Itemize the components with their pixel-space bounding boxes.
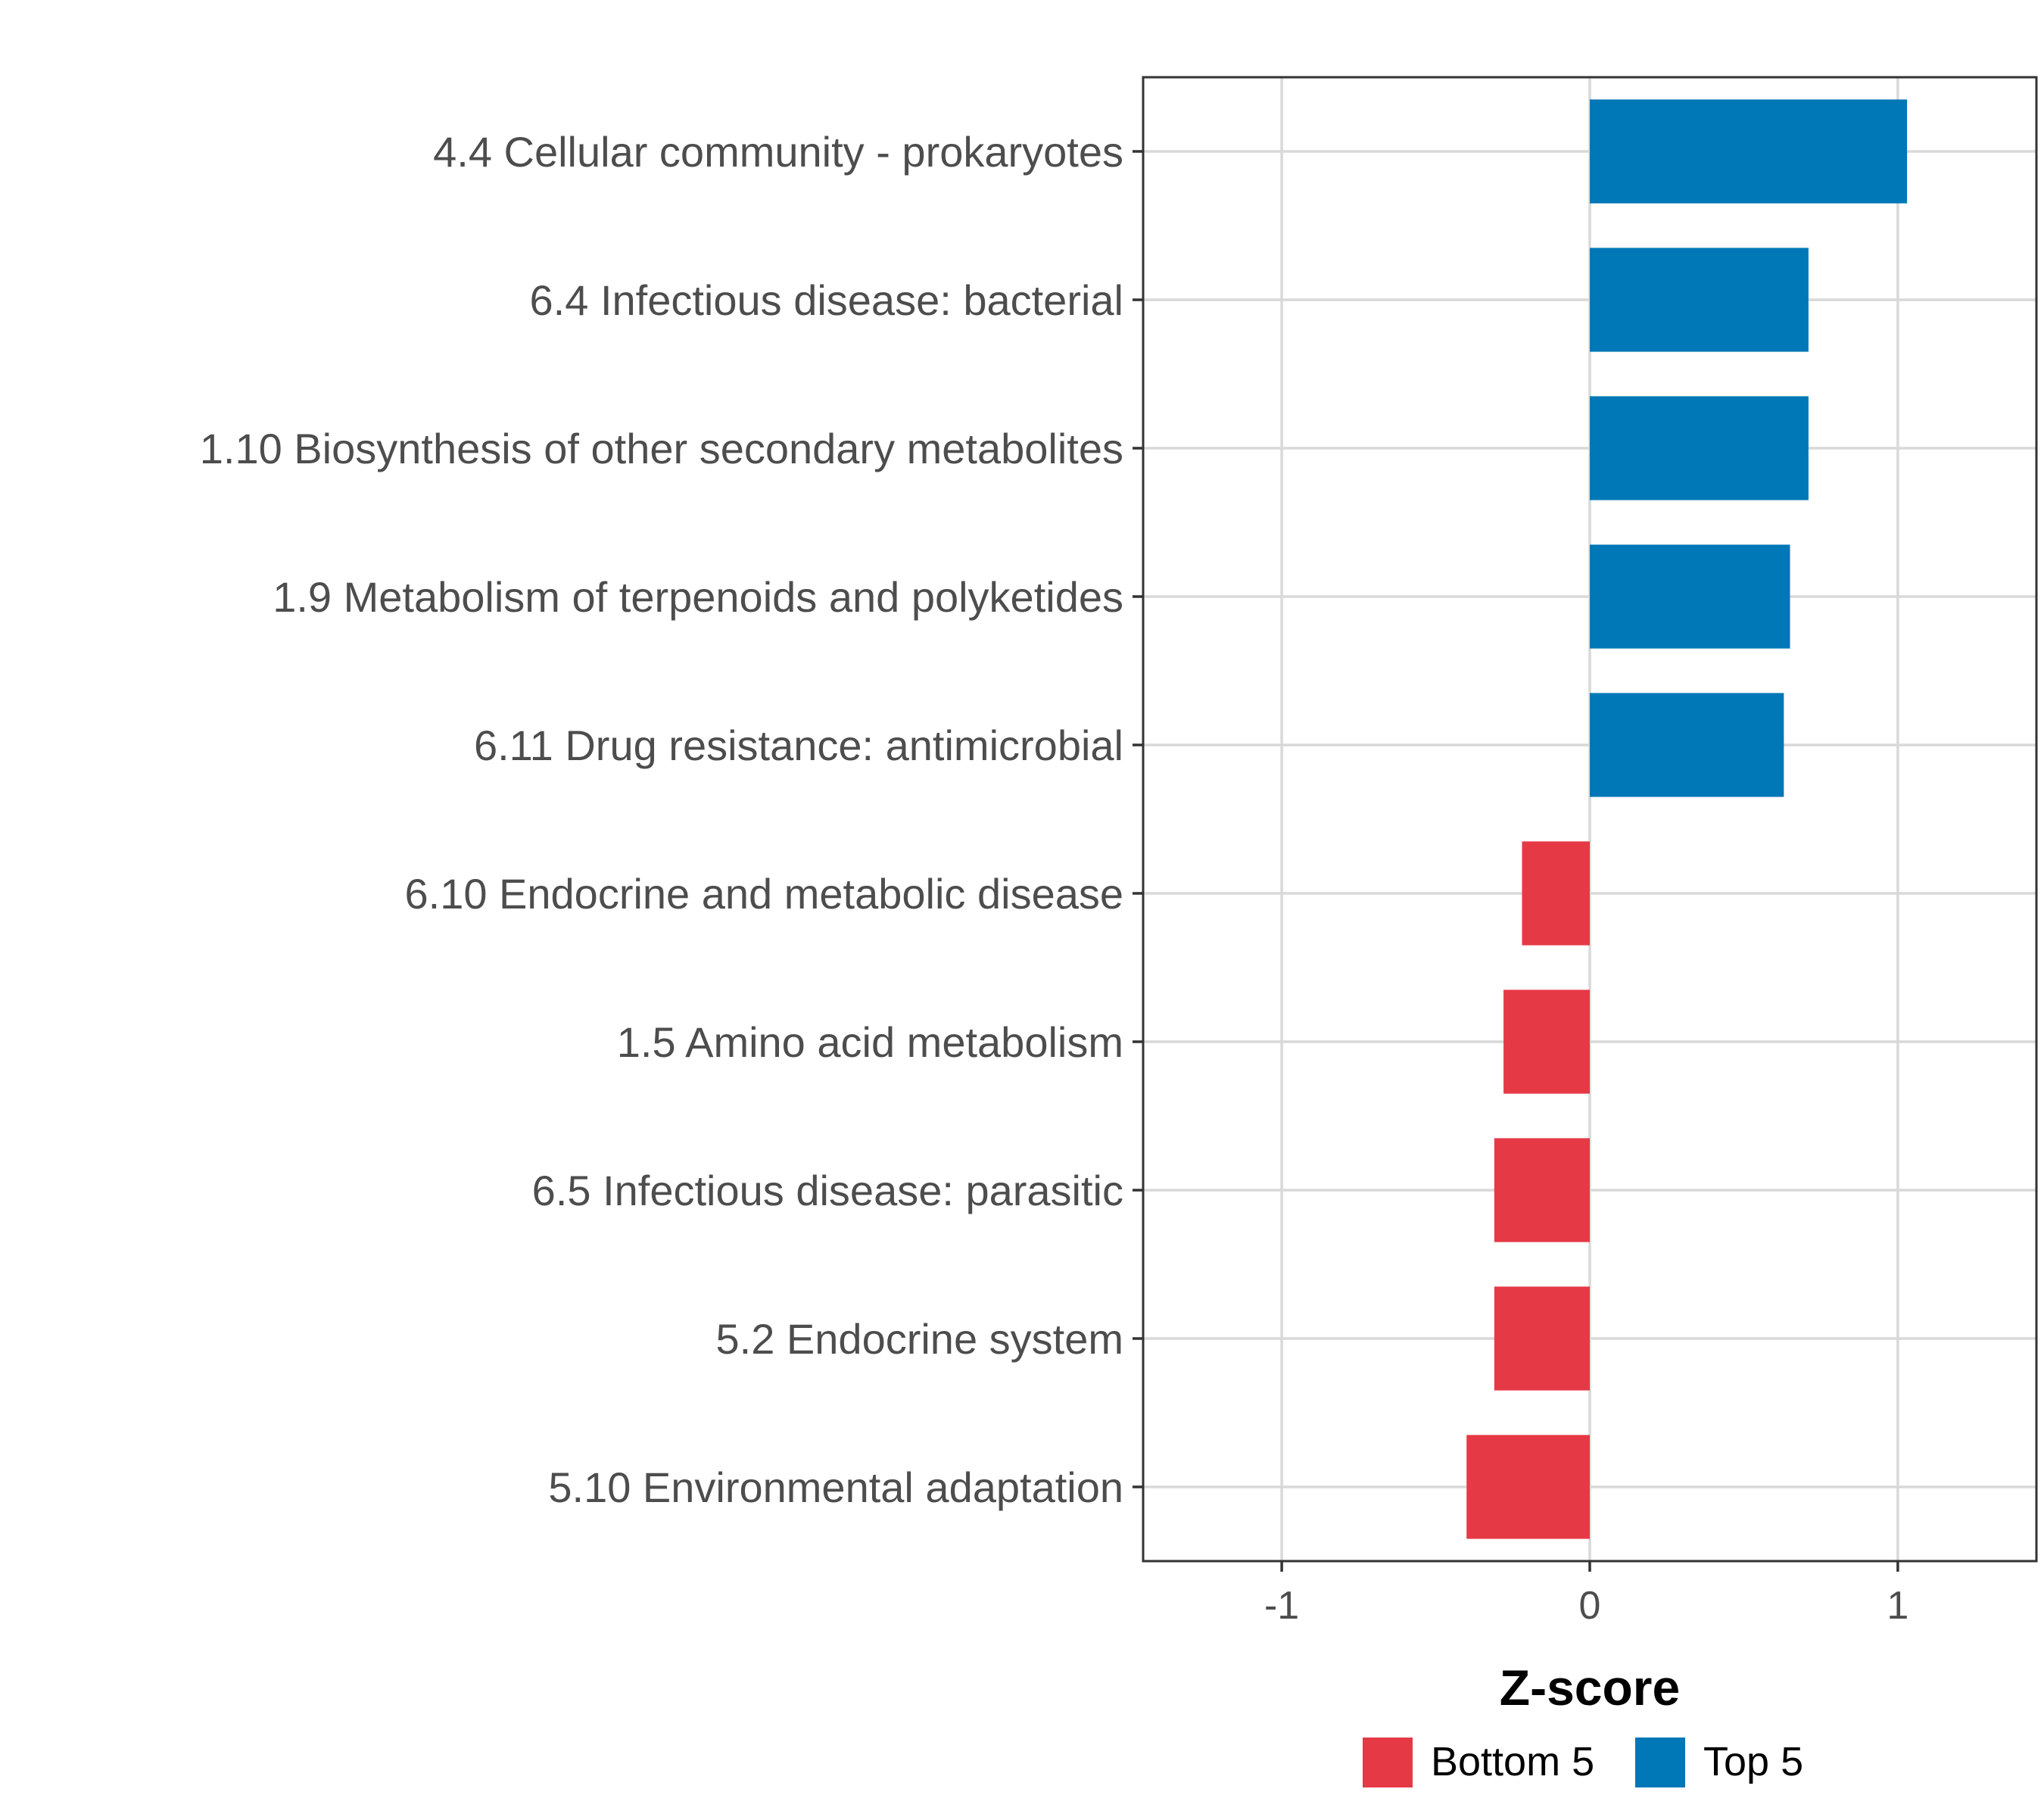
bar-3 (1590, 396, 1809, 500)
legend-key-2 (1635, 1738, 1685, 1787)
category-label: 6.5 Infectious disease: parasitic (532, 1167, 1123, 1214)
category-label: 1.10 Biosynthesis of other secondary met… (200, 425, 1123, 472)
bars (1466, 99, 1908, 1539)
x-tick-label: 1 (1887, 1584, 1908, 1628)
x-axis-title: Z-score (1500, 1660, 1680, 1716)
x-tick-label: -1 (1264, 1584, 1299, 1628)
category-label: 6.4 Infectious disease: bacterial (530, 276, 1123, 324)
axis-ticks (1133, 150, 1899, 1572)
category-label: 6.11 Drug resistance: antimicrobial (474, 722, 1123, 769)
bar-6 (1522, 841, 1590, 946)
bar-1 (1590, 99, 1908, 204)
category-label: 4.4 Cellular community - prokaryotes (433, 128, 1123, 176)
category-label: 1.9 Metabolism of terpenoids and polyket… (273, 573, 1123, 621)
legend-label-2: Top 5 (1703, 1739, 1803, 1784)
x-tick-labels: -1 0 1 (1264, 1584, 1908, 1628)
bar-7 (1503, 990, 1590, 1094)
category-labels: 4.4 Cellular community - prokaryotes 6.4 … (200, 128, 1123, 1511)
legend-key-1 (1363, 1738, 1413, 1787)
legend-label-1: Bottom 5 (1431, 1739, 1594, 1784)
category-label: 5.10 Environmental adaptation (548, 1463, 1123, 1511)
bar-9 (1494, 1286, 1590, 1391)
legend: Bottom 5 Top 5 (1363, 1738, 1803, 1787)
category-label: 1.5 Amino acid metabolism (617, 1018, 1123, 1066)
bar-8 (1494, 1138, 1590, 1242)
bar-4 (1590, 544, 1790, 649)
bar-2 (1590, 248, 1809, 352)
category-label: 6.10 Endocrine and metabolic disease (404, 870, 1123, 918)
x-tick-label: 0 (1579, 1584, 1601, 1628)
category-label: 5.2 Endocrine system (716, 1315, 1123, 1363)
bar-5 (1590, 693, 1784, 797)
bar-10 (1466, 1435, 1590, 1539)
